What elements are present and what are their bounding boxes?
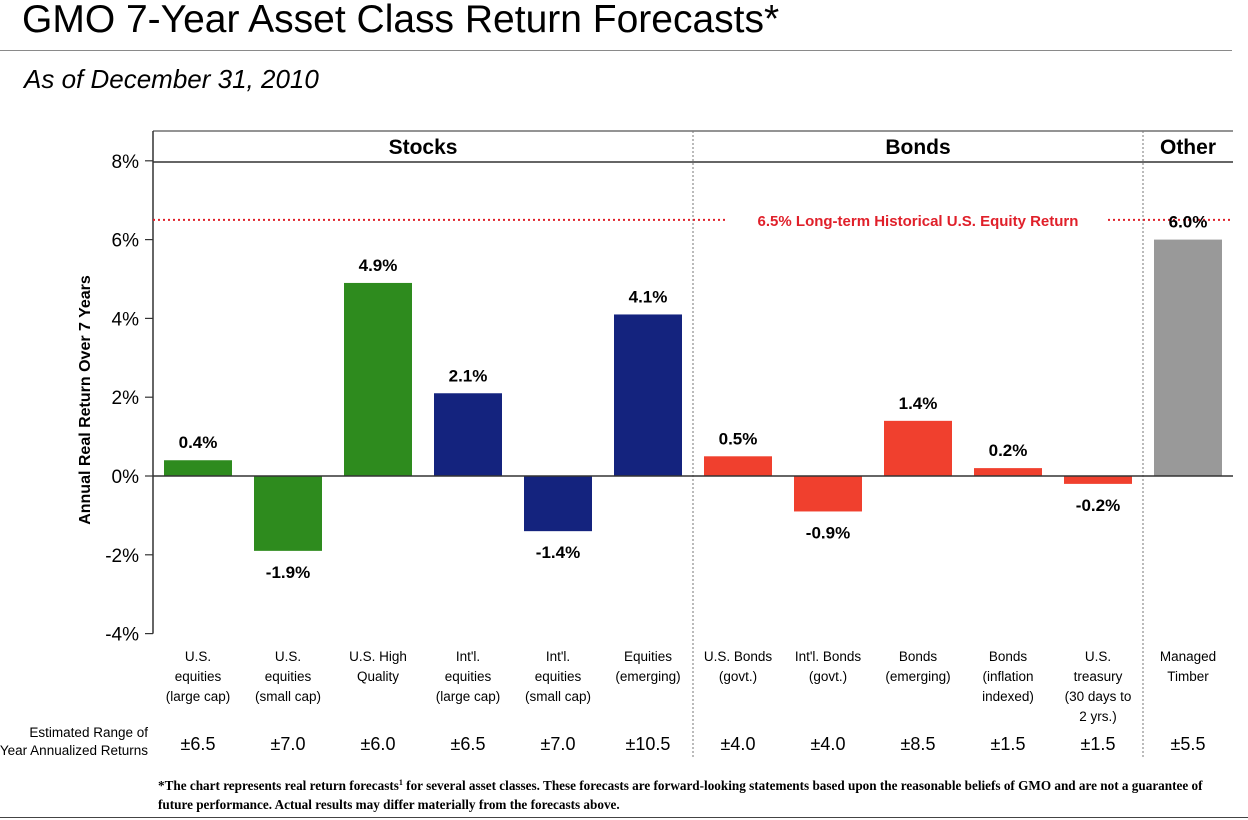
bar-5	[614, 314, 682, 476]
category-label-11-line-0: Managed	[1160, 649, 1216, 664]
category-label-10-line-0: U.S.	[1085, 649, 1111, 664]
category-label-1-line-0: U.S.	[275, 649, 301, 664]
category-label-10-line-3: 2 yrs.)	[1079, 709, 1117, 724]
group-header-stocks: Stocks	[389, 136, 458, 159]
y-tick-label-3: 2%	[112, 388, 140, 409]
bar-value-label-0: 0.4%	[179, 433, 218, 452]
page-subtitle: As of December 31, 2010	[24, 64, 319, 94]
category-label-3-line-1: equities	[445, 669, 492, 684]
range-value-11: ±5.5	[1171, 734, 1206, 754]
bar-9	[974, 468, 1042, 476]
footnote-superscript: 1	[398, 778, 403, 787]
footnote-prefix: *The chart represents real return foreca…	[158, 778, 399, 793]
y-tick-label-2: 0%	[112, 467, 140, 488]
bar-2	[344, 282, 412, 476]
footnote: *The chart represents real return foreca…	[158, 776, 1238, 814]
range-value-6: ±4.0	[721, 734, 756, 754]
category-label-4-line-1: equities	[535, 669, 582, 684]
range-value-3: ±6.5	[451, 734, 486, 754]
range-value-7: ±4.0	[811, 734, 846, 754]
title-divider	[0, 50, 1232, 51]
group-header-other: Other	[1160, 136, 1216, 159]
category-label-0-line-0: U.S.	[185, 649, 211, 664]
category-label-3-line-2: (large cap)	[436, 689, 501, 704]
category-label-8-line-1: (emerging)	[885, 669, 950, 684]
y-tick-label-1: -2%	[105, 546, 139, 567]
bottom-divider	[0, 817, 1248, 818]
category-label-9-line-0: Bonds	[989, 649, 1028, 664]
range-value-10: ±1.5	[1081, 734, 1116, 754]
bar-6	[704, 456, 772, 476]
bar-value-label-4: -1.4%	[536, 543, 580, 562]
bar-4	[524, 476, 592, 532]
category-label-3-line-0: Int'l.	[456, 649, 480, 664]
category-label-0-line-1: equities	[175, 669, 222, 684]
category-label-11-line-1: Timber	[1167, 669, 1209, 684]
bar-0	[164, 460, 232, 476]
page-title: GMO 7-Year Asset Class Return Forecasts*	[22, 0, 780, 41]
category-label-6-line-1: (govt.)	[719, 669, 757, 684]
bar-11	[1154, 239, 1222, 476]
bar-value-label-10: -0.2%	[1076, 496, 1120, 515]
category-label-7-line-1: (govt.)	[809, 669, 847, 684]
range-value-0: ±6.5	[181, 734, 216, 754]
category-label-1-line-1: equities	[265, 669, 312, 684]
range-value-4: ±7.0	[541, 734, 576, 754]
category-label-5-line-0: Equities	[624, 649, 672, 664]
bar-value-label-2: 4.9%	[359, 256, 398, 275]
bar-value-label-6: 0.5%	[719, 429, 758, 448]
bar-3	[434, 393, 502, 476]
y-tick-label-6: 8%	[112, 152, 140, 173]
bar-value-label-1: -1.9%	[266, 563, 310, 582]
y-tick-label-0: -4%	[105, 625, 139, 646]
y-tick-label-4: 4%	[112, 309, 140, 330]
category-label-5-line-1: (emerging)	[615, 669, 680, 684]
bar-10	[1064, 476, 1132, 484]
y-tick-label-5: 6%	[112, 231, 140, 252]
bar-value-label-11: 6.0%	[1169, 213, 1208, 232]
category-label-4-line-2: (small cap)	[525, 689, 591, 704]
category-label-2-line-1: Quality	[357, 669, 399, 684]
range-value-5: ±10.5	[626, 734, 671, 754]
bar-value-label-9: 0.2%	[989, 441, 1028, 460]
category-label-9-line-1: (inflation	[982, 669, 1033, 684]
bar-value-label-5: 4.1%	[629, 287, 668, 306]
group-header-bonds: Bonds	[885, 136, 950, 159]
range-value-1: ±7.0	[271, 734, 306, 754]
range-value-2: ±6.0	[361, 734, 396, 754]
reference-label: 6.5% Long-term Historical U.S. Equity Re…	[758, 213, 1079, 230]
range-row-label-line-0: Estimated Range of	[29, 725, 148, 740]
range-value-8: ±8.5	[901, 734, 936, 754]
bar-7	[794, 476, 862, 512]
range-row-label-line-1: 7-Year Annualized Returns	[0, 743, 148, 758]
bar-1	[254, 476, 322, 551]
bar-value-label-3: 2.1%	[449, 366, 488, 385]
category-label-0-line-2: (large cap)	[166, 689, 231, 704]
bar-value-label-8: 1.4%	[899, 394, 938, 413]
range-value-9: ±1.5	[991, 734, 1026, 754]
category-label-10-line-2: (30 days to	[1065, 689, 1132, 704]
y-axis-title: Annual Real Return Over 7 Years	[77, 275, 94, 525]
category-label-4-line-0: Int'l.	[546, 649, 570, 664]
category-label-8-line-0: Bonds	[899, 649, 938, 664]
category-label-1-line-2: (small cap)	[255, 689, 321, 704]
category-label-6-line-0: U.S. Bonds	[704, 649, 773, 664]
category-label-7-line-0: Int'l. Bonds	[795, 649, 862, 664]
category-label-9-line-2: indexed)	[982, 689, 1034, 704]
category-label-2-line-0: U.S. High	[349, 649, 407, 664]
reference-label-backdrop	[728, 208, 1108, 231]
bar-value-label-7: -0.9%	[806, 523, 850, 542]
bar-8	[884, 420, 952, 476]
footnote-suffix: for several asset classes. These forecas…	[158, 778, 1203, 812]
category-label-10-line-1: treasury	[1074, 669, 1123, 684]
